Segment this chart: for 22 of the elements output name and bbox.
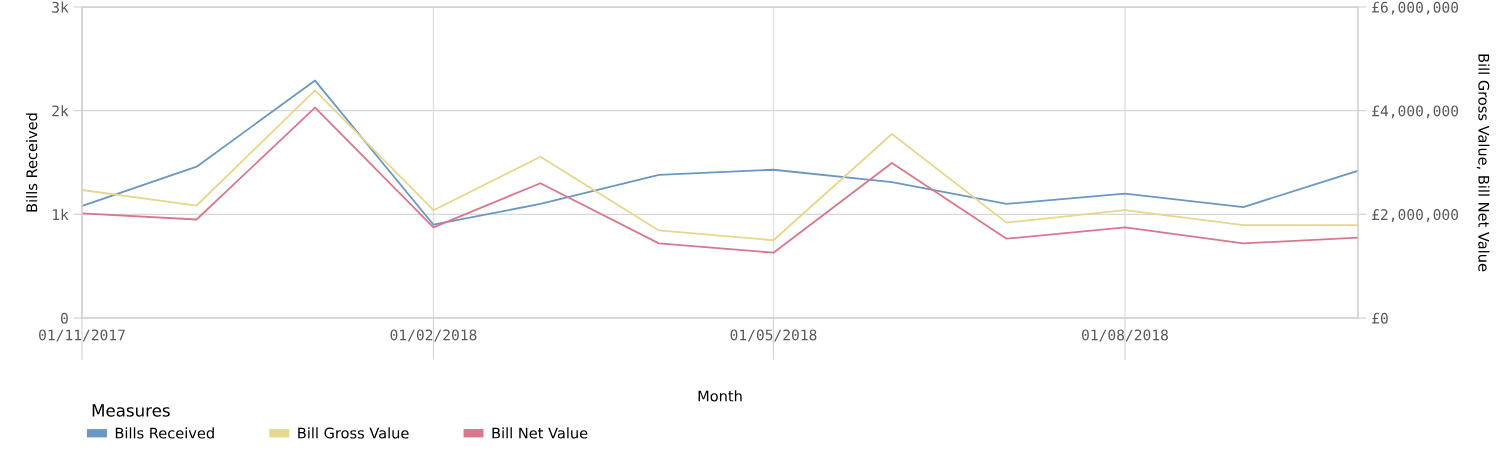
legend-title: Measures [92, 404, 170, 417]
y-tick-label: 3k [52, 1, 69, 13]
y-tick-label: 0 [60, 312, 68, 324]
y-tick-label: 1k [53, 208, 69, 220]
x-tick-label: 01/08/2018 [1082, 329, 1168, 342]
y-tick-label: 2k [52, 105, 69, 117]
x-axis-title: Month [698, 390, 742, 402]
y2-axis-title: Bill Gross Value, Bill Net Value [1476, 54, 1490, 272]
line-series [82, 106, 1358, 254]
y2-tick-label: £6,000,000 [1372, 1, 1459, 15]
y2-tick-label: £4,000,000 [1372, 105, 1459, 119]
y-axis-title: Bills Received [26, 113, 38, 212]
x-tick-label: 01/05/2018 [730, 329, 817, 342]
x-tick-label: 01/02/2018 [390, 329, 477, 342]
y2-tick-label: £2,000,000 [1372, 209, 1459, 222]
legend-label: Bill Gross Value [298, 427, 409, 439]
legend-label: Bill Net Value [492, 427, 588, 439]
x-tick-label: 01/11/2017 [39, 329, 125, 342]
legend-label: Bills Received [115, 427, 214, 439]
line-series [82, 79, 1358, 226]
line-series [82, 89, 1358, 242]
y2-tick-label: £0 [1372, 312, 1388, 324]
